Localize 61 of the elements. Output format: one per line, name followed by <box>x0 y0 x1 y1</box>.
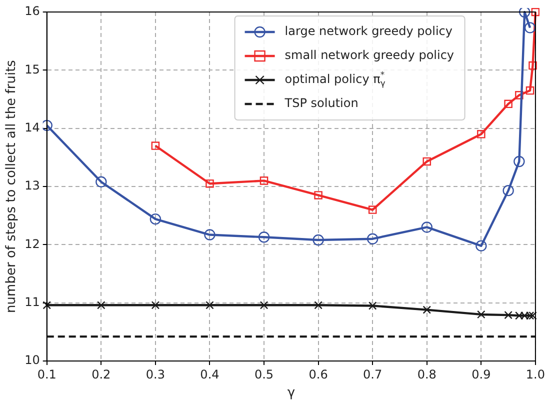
y-tick-label: 14 <box>24 120 40 134</box>
point <box>97 301 106 310</box>
point <box>422 306 432 314</box>
point <box>206 301 214 310</box>
x-tick-label: 0.2 <box>92 367 111 382</box>
y-tick-label: 13 <box>24 178 40 193</box>
x-tick-label: 0.5 <box>254 367 274 382</box>
y-tick-label: 16 <box>24 4 40 18</box>
x-tick-label: 0.3 <box>146 367 165 382</box>
point <box>515 91 524 100</box>
point <box>260 176 268 185</box>
point <box>260 301 268 310</box>
x-tick-label: 0.7 <box>363 367 382 382</box>
point <box>477 130 486 138</box>
point <box>42 301 52 310</box>
point <box>422 157 432 166</box>
point <box>421 222 432 233</box>
point <box>258 232 270 243</box>
point <box>206 179 214 188</box>
point <box>528 311 537 320</box>
x-tick-label: 0.8 <box>417 367 436 382</box>
point <box>368 206 377 214</box>
point <box>524 22 536 34</box>
x-tick-label: 1.0 <box>526 367 546 382</box>
point <box>504 100 512 108</box>
x-tick-label: 0.4 <box>200 367 220 382</box>
x-tick-label: 0.6 <box>308 367 328 382</box>
point <box>526 311 534 320</box>
point <box>42 120 52 132</box>
point <box>312 234 324 246</box>
point <box>519 8 530 18</box>
point <box>150 213 162 225</box>
y-axis-title: number of steps to collect all the fruits <box>4 60 20 313</box>
point <box>531 8 540 16</box>
x-tick-label: 0.9 <box>472 367 491 382</box>
point <box>514 156 525 168</box>
point <box>504 310 512 320</box>
point <box>314 191 322 200</box>
point <box>204 229 216 240</box>
y-tick-label: 11 <box>24 294 40 309</box>
point <box>314 301 322 310</box>
point <box>366 233 378 244</box>
point <box>476 240 487 252</box>
point <box>515 311 524 320</box>
point <box>96 176 107 188</box>
legend-label: small network greedy policy <box>284 48 454 62</box>
point <box>151 142 160 150</box>
x-axis-title: γ <box>287 386 296 401</box>
point <box>151 301 160 310</box>
point <box>526 86 534 95</box>
y-tick-label: 15 <box>24 62 40 76</box>
y-tick-label: 10 <box>24 353 40 368</box>
point <box>477 310 486 319</box>
legend-label: TSP solution <box>284 96 358 110</box>
y-tick-label: 12 <box>24 236 40 251</box>
legend-label: large network greedy policy <box>284 24 452 38</box>
point <box>502 184 514 196</box>
point <box>368 302 377 310</box>
x-tick-label: 0.1 <box>37 367 56 382</box>
point <box>528 61 537 70</box>
point <box>520 311 529 320</box>
